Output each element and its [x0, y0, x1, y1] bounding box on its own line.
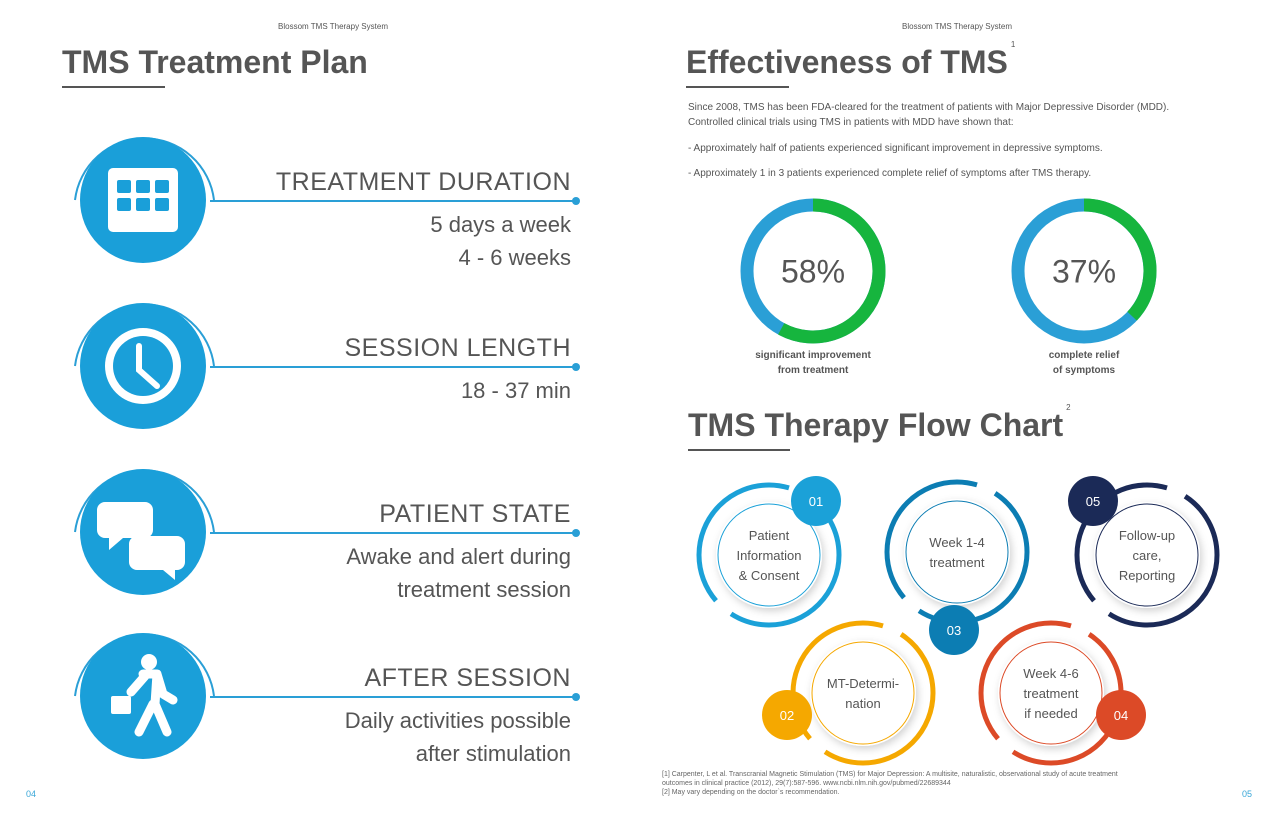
footnote-1: [1] Carpenter, L et al. Transcranial Mag…	[662, 771, 1118, 778]
item-title: PATIENT STATE	[379, 500, 571, 528]
intro-line: Since 2008, TMS has been FDA-cleared for…	[688, 102, 1170, 113]
connector-dot	[572, 197, 580, 205]
step-number: 04	[1114, 708, 1128, 723]
flow-step-text: nation	[845, 696, 880, 711]
effectiveness-footnote-ref: 1	[1010, 40, 1016, 49]
flow-footnote-ref: 2	[1066, 403, 1071, 412]
flow-step-text: treatment	[930, 555, 985, 570]
plan-item-session-length: SESSION LENGTH 18 - 37 min	[70, 298, 590, 448]
description-line: treatment session	[397, 577, 571, 602]
plan-item-patient-state: PATIENT STATE Awake and alert during trea…	[70, 464, 590, 614]
chat-bubbles-icon	[97, 502, 185, 580]
flow-step-text: MT-Determi-	[827, 676, 899, 691]
connector-dot	[572, 363, 580, 371]
flow-step-text: treatment	[1024, 686, 1079, 701]
flow-step-text: Information	[736, 548, 801, 563]
flow-step-text: Week 4-6	[1023, 666, 1078, 681]
caption-line: complete relief	[1048, 350, 1120, 361]
connector-dot	[572, 693, 580, 701]
icon-badge	[74, 137, 215, 263]
bullet-1: - Approximately half of patients experie…	[688, 143, 1103, 154]
caption-line: of symptoms	[1052, 365, 1116, 376]
description-line: Awake and alert during	[346, 544, 571, 569]
description-line: Daily activities possible	[344, 708, 571, 733]
flow-step-text: care,	[1133, 548, 1162, 563]
connector-line	[210, 200, 576, 202]
item-title: SESSION LENGTH	[344, 334, 571, 362]
item-description: Awake and alert during treatment session	[346, 540, 571, 606]
connector-line	[210, 532, 576, 534]
stat-58-caption: significant improvement from treatment	[755, 348, 871, 378]
icon-badge	[74, 633, 215, 759]
caption-line: from treatment	[777, 365, 849, 376]
title-underline	[62, 86, 165, 88]
title-underline	[686, 86, 789, 88]
flow-step-02: MT-Determi-nation 02	[762, 620, 936, 766]
flow-step-05: Follow-up care, Reporting 05	[1068, 476, 1220, 628]
right-page-header: Blossom TMS Therapy System	[902, 22, 1012, 31]
page-number-left: 04	[26, 789, 37, 799]
step-number-badge	[1096, 690, 1146, 740]
flow-chart-title-block: TMS Therapy Flow Chart 2	[688, 403, 1071, 444]
stat-37-label: 37%	[1051, 253, 1117, 290]
calendar-icon	[108, 168, 178, 232]
stat-58-label: 58%	[780, 253, 846, 290]
flow-step-text: Follow-up	[1119, 528, 1175, 543]
step-number-badge	[929, 605, 979, 655]
connector-line	[210, 366, 576, 368]
intro-text: Since 2008, TMS has been FDA-cleared for…	[688, 100, 1169, 130]
connector-line	[210, 696, 576, 698]
item-title: AFTER SESSION	[364, 664, 571, 692]
step-number: 03	[947, 623, 961, 638]
item-title: TREATMENT DURATION	[275, 168, 571, 196]
flow-step-text: Reporting	[1119, 568, 1175, 583]
effectiveness-title: Effectiveness of TMS	[686, 44, 1008, 80]
caption-line: significant improvement	[755, 350, 871, 361]
step-number: 02	[780, 708, 794, 723]
bullet-2: - Approximately 1 in 3 patients experien…	[688, 168, 1092, 179]
donut-progress-arc	[778, 198, 886, 344]
description-line: 4 - 6 weeks	[458, 245, 572, 270]
flow-step-text: & Consent	[739, 568, 800, 583]
flow-step-03: Week 1-4 treatment 03	[884, 479, 1030, 655]
plan-item-after-session: AFTER SESSION Daily activities possible a…	[70, 628, 590, 778]
walking-person-icon	[111, 654, 178, 737]
item-description: Daily activities possible after stimulati…	[345, 704, 571, 770]
flow-step-04: Week 4-6 treatment if needed 04	[978, 620, 1146, 766]
description-line: after stimulation	[415, 741, 571, 766]
clock-icon	[105, 328, 181, 404]
title-underline	[688, 449, 790, 451]
item-description: 18 - 37 min	[461, 374, 571, 407]
connector-dot	[572, 529, 580, 537]
flow-step-text: if needed	[1024, 706, 1078, 721]
flow-step-01: Patient Information & Consent 01	[696, 476, 842, 628]
description-line: 5 days a week	[430, 212, 571, 237]
step-number: 05	[1086, 494, 1100, 509]
description-line: 18 - 37 min	[460, 378, 571, 403]
intro-line: Controlled clinical trials using TMS in …	[688, 117, 1014, 128]
footnote-1-cont: outcomes in clinical practice (2012), 29…	[662, 780, 951, 787]
step-number-badge	[1068, 476, 1118, 526]
plan-item-treatment-duration: TREATMENT DURATION 5 days a week 4 - 6 we…	[70, 132, 590, 282]
step-number-badge	[791, 476, 841, 526]
icon-badge	[74, 303, 215, 429]
effectiveness-title-block: Effectiveness of TMS 1	[686, 40, 1015, 81]
donut-progress-arc	[1083, 198, 1157, 321]
stat-37-caption: complete relief of symptoms	[1049, 348, 1120, 378]
step-number-badge	[762, 690, 812, 740]
icon-badge	[74, 469, 215, 595]
footnote-2: [2] May vary depending on the doctor`s r…	[662, 789, 840, 796]
left-page-header: Blossom TMS Therapy System	[278, 22, 388, 31]
item-description: 5 days a week 4 - 6 weeks	[430, 208, 571, 274]
step-number: 01	[809, 494, 823, 509]
flow-chart-title: TMS Therapy Flow Chart	[688, 407, 1064, 443]
left-page-title: TMS Treatment Plan	[62, 44, 368, 80]
page-number-right: 05	[1242, 789, 1253, 799]
flow-step-text: Week 1-4	[929, 535, 984, 550]
footnotes: [1] Carpenter, L et al. Transcranial Mag…	[662, 770, 1118, 797]
flow-step-text: Patient	[749, 528, 790, 543]
